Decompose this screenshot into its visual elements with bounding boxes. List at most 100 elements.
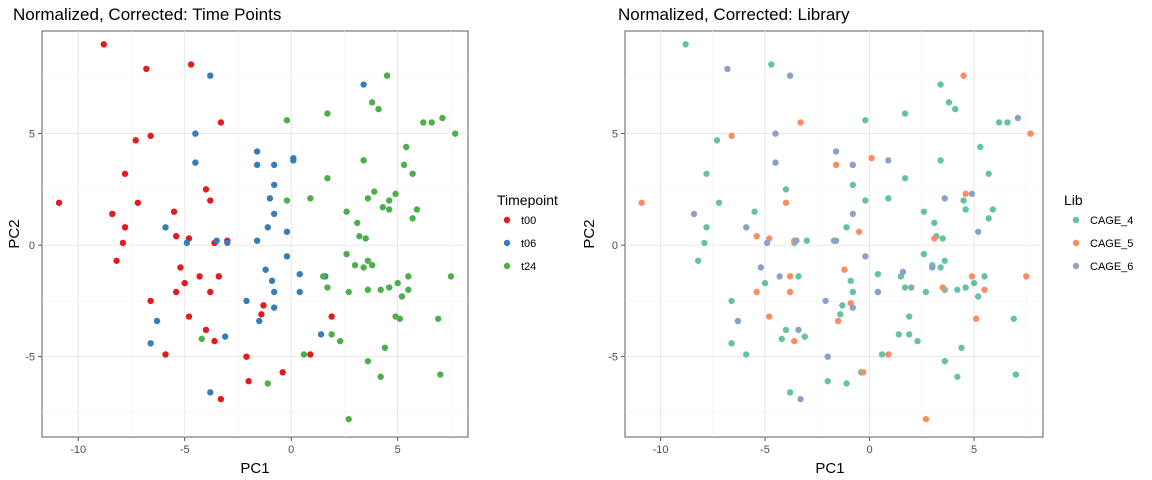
data-point-t24 — [403, 143, 410, 151]
data-point-cage-4 — [843, 380, 850, 387]
data-point-t24 — [324, 110, 331, 117]
x-tick-label: 0 — [866, 444, 872, 456]
data-point-t24 — [360, 157, 367, 164]
data-point-cage-4 — [931, 219, 938, 227]
data-point-t24 — [383, 72, 391, 79]
data-point-t00 — [147, 297, 154, 305]
data-point-cage-6 — [734, 317, 742, 325]
data-point-t06 — [253, 148, 261, 155]
data-point-cage-4 — [803, 237, 811, 244]
data-point-t00 — [196, 273, 203, 280]
y-tick-label: -5 — [25, 352, 35, 364]
data-point-t06 — [270, 181, 278, 189]
data-point-cage-4 — [977, 143, 984, 151]
data-point-t24 — [343, 250, 350, 258]
data-point-cage-5 — [922, 415, 930, 423]
data-point-cage-6 — [885, 157, 892, 164]
data-point-t00 — [162, 351, 169, 358]
data-point-cage-5 — [766, 313, 773, 320]
data-point-t00 — [177, 264, 184, 271]
data-point-t06 — [270, 210, 278, 218]
data-point-cage-5 — [885, 351, 892, 358]
data-point-t24 — [319, 273, 327, 280]
data-point-cage-5 — [962, 190, 969, 198]
data-point-cage-4 — [954, 286, 961, 293]
data-point-cage-4 — [985, 170, 992, 177]
data-point-cage-5 — [786, 273, 794, 280]
data-point-t24 — [351, 262, 359, 269]
data-point-cage-4 — [715, 199, 723, 206]
x-tick-label: -10 — [70, 444, 86, 456]
data-point-t24 — [345, 288, 352, 296]
data-point-cage-4 — [761, 279, 769, 287]
data-point-cage-6 — [786, 72, 794, 79]
data-point-cage-6 — [743, 224, 750, 231]
grid — [625, 31, 1043, 437]
x-tick-label: -5 — [180, 444, 190, 456]
data-point-t00 — [307, 351, 314, 358]
data-point-t24 — [368, 99, 376, 106]
y-tick-label: 0 — [612, 240, 618, 252]
legend-label: CAGE_4 — [1090, 215, 1133, 227]
data-point-t24 — [413, 206, 421, 213]
data-point-t06 — [266, 195, 274, 202]
data-point-cage-4 — [1010, 315, 1017, 322]
data-point-cage-4 — [843, 224, 850, 231]
y-tick-label: -5 — [608, 352, 618, 364]
data-point-t00 — [147, 132, 154, 140]
data-point-t24 — [405, 273, 412, 280]
data-point-t24 — [345, 415, 352, 423]
data-point-t00 — [170, 208, 178, 215]
data-point-t00 — [207, 288, 214, 296]
data-point-t00 — [215, 273, 222, 280]
data-point-t24 — [360, 264, 367, 271]
data-point-t24 — [396, 315, 404, 322]
data-point-cage-4 — [782, 186, 790, 193]
chart-title: Normalized, Corrected: Library — [618, 5, 850, 24]
data-point-t06 — [283, 253, 291, 260]
data-point-cage-4 — [878, 351, 886, 358]
data-point-t24 — [300, 351, 308, 358]
x-tick-label: 0 — [288, 444, 294, 456]
data-point-cage-4 — [962, 284, 969, 291]
data-point-cage-5 — [855, 228, 863, 235]
data-point-cage-5 — [868, 154, 875, 162]
data-point-t24 — [437, 371, 444, 378]
data-point-t24 — [371, 188, 378, 195]
data-point-cage-6 — [797, 395, 804, 403]
data-point-cage-5 — [832, 161, 840, 169]
data-point-cage-5 — [939, 284, 946, 291]
data-point-t24 — [398, 293, 406, 300]
legend-key-t06 — [503, 239, 511, 247]
data-point-t06 — [256, 317, 263, 325]
legend-key-cage-6 — [1072, 262, 1080, 270]
data-point-t00 — [217, 395, 225, 403]
data-point-cage-4 — [958, 344, 965, 351]
data-point-cage-6 — [975, 228, 982, 235]
data-point-cage-5 — [834, 317, 842, 325]
legend-key-cage-4 — [1072, 216, 1080, 224]
chart-title: Normalized, Corrected: Time Points — [13, 5, 281, 24]
data-point-t24 — [328, 331, 335, 338]
data-point-t06 — [162, 224, 169, 231]
data-point-cage-4 — [941, 257, 948, 264]
data-point-cage-4 — [885, 195, 892, 202]
data-point-cage-4 — [694, 257, 702, 264]
data-point-cage-4 — [1004, 119, 1011, 126]
data-point-cage-4 — [862, 117, 869, 124]
data-point-t00 — [172, 233, 180, 240]
data-point-cage-4 — [906, 313, 913, 320]
data-point-cage-4 — [941, 357, 948, 365]
data-point-t24 — [434, 315, 442, 322]
data-point-t24 — [379, 204, 386, 211]
data-point-cage-4 — [975, 293, 982, 300]
data-point-cage-4 — [795, 273, 802, 280]
data-point-cage-4 — [901, 175, 909, 182]
data-point-cage-4 — [981, 273, 988, 280]
legend: Timepoint t00 t06 t24 — [497, 192, 558, 273]
data-point-t00 — [202, 326, 210, 334]
data-point-cage-4 — [937, 157, 944, 164]
data-point-t06 — [290, 157, 297, 164]
data-point-t06 — [262, 266, 269, 273]
panel-library: Normalized, Corrected: Library -10 -5 0 5 -… — [581, 5, 1133, 477]
